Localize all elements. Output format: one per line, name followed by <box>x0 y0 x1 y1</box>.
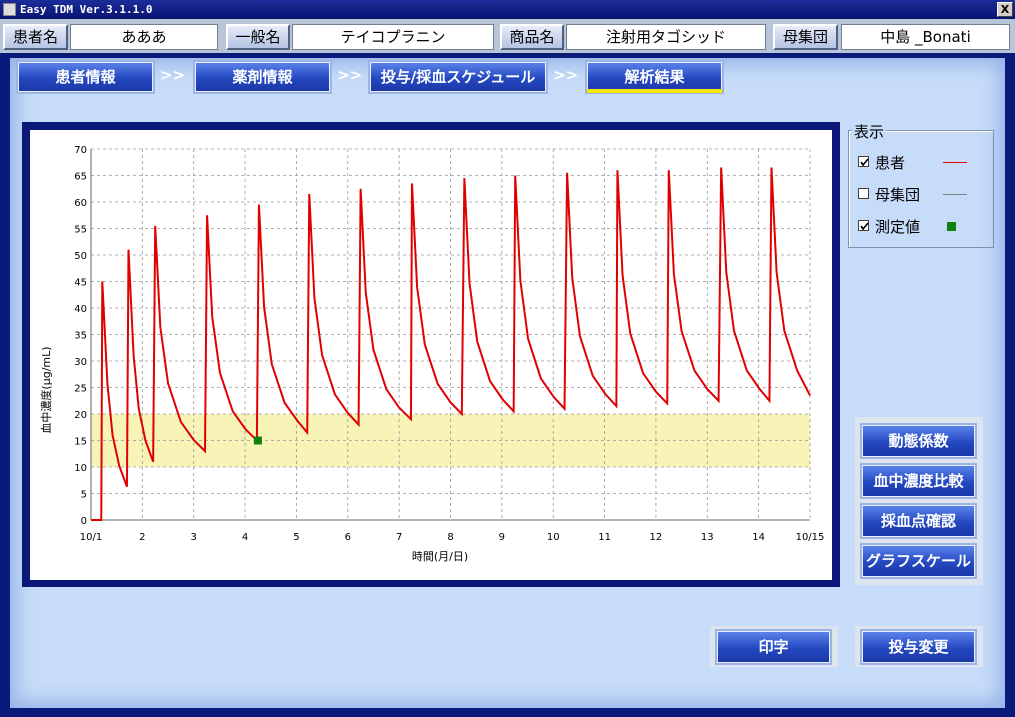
y-tick-label: 40 <box>74 304 87 315</box>
legend-label: 患者 <box>875 154 906 172</box>
x-tick-label: 14 <box>752 532 765 543</box>
check-stroke <box>860 158 869 167</box>
x-tick-label: 2 <box>139 532 145 543</box>
y-tick-label: 60 <box>74 198 87 209</box>
legend-swatch <box>947 222 956 231</box>
chart-background <box>30 130 832 580</box>
check-mark <box>860 158 869 167</box>
tab[interactable]: 投与/採血スケジュール <box>370 62 546 92</box>
tab[interactable]: 患者情報 <box>18 62 153 92</box>
y-tick-label: 25 <box>74 384 87 395</box>
tab-separator: >> <box>160 66 186 84</box>
x-tick-label: 3 <box>191 532 197 543</box>
field-label: 母集団 <box>773 24 838 50</box>
field-value: 中島 _Bonati <box>841 24 1010 50</box>
legend-swatch <box>943 162 967 163</box>
tab-separator: >> <box>337 66 363 84</box>
x-tick-label: 4 <box>242 532 248 543</box>
tab[interactable]: 薬剤情報 <box>195 62 330 92</box>
x-tick-label: 11 <box>598 532 611 543</box>
field-label: 商品名 <box>500 24 564 50</box>
app-icon <box>3 3 16 16</box>
data-line <box>91 167 811 521</box>
y-tick-label: 30 <box>74 357 87 368</box>
y-tick-label: 70 <box>74 145 87 156</box>
field-value: 注射用タゴシッド <box>566 24 766 50</box>
legend-label: 母集団 <box>875 186 921 204</box>
checkbox[interactable] <box>858 220 869 231</box>
check-stroke <box>860 222 869 231</box>
title-bar: Easy TDM Ver.3.1.1.0 <box>0 0 1015 19</box>
y-axis-label: 血中濃度(μg/mL) <box>39 346 53 433</box>
x-tick-label: 12 <box>650 532 663 543</box>
button[interactable]: 投与変更 <box>862 631 975 663</box>
x-tick-label: 5 <box>293 532 299 543</box>
display-panel-title: 表示 <box>852 121 887 142</box>
field-label: 一般名 <box>226 24 290 50</box>
x-tick-label: 13 <box>701 532 714 543</box>
y-tick-label: 50 <box>74 251 87 262</box>
x-tick-label: 10/15 <box>796 532 825 543</box>
button[interactable]: 動態係数 <box>862 425 975 457</box>
checkbox[interactable] <box>858 156 869 167</box>
y-tick-label: 65 <box>74 172 87 183</box>
tab-separator: >> <box>553 66 579 84</box>
display-panel <box>848 130 994 248</box>
checkbox[interactable] <box>858 188 869 199</box>
button[interactable]: 血中濃度比較 <box>862 465 975 497</box>
y-tick-label: 15 <box>74 437 87 448</box>
target-band <box>91 414 810 467</box>
chart: 時間(月/日) 血中濃度(μg/mL) 05101520253035404550… <box>30 130 832 580</box>
x-tick-label: 6 <box>345 532 351 543</box>
y-tick-label: 0 <box>81 516 87 527</box>
y-tick-label: 5 <box>81 490 87 501</box>
field-value: あああ <box>70 24 218 50</box>
field-value: テイコプラニン <box>292 24 494 50</box>
button[interactable]: グラフスケール <box>862 545 975 577</box>
tab[interactable]: 解析結果 <box>587 62 722 92</box>
x-tick-label: 9 <box>499 532 505 543</box>
active-tab-indicator <box>587 89 722 93</box>
field-label: 患者名 <box>3 24 68 50</box>
legend-label: 測定値 <box>875 218 921 236</box>
x-tick-label: 7 <box>396 532 402 543</box>
x-tick-label: 8 <box>447 532 453 543</box>
y-tick-label: 20 <box>74 410 87 421</box>
x-tick-label: 10 <box>547 532 560 543</box>
x-tick-label: 10/1 <box>80 532 102 543</box>
y-tick-label: 55 <box>74 225 87 236</box>
close-button[interactable]: X <box>997 2 1013 17</box>
check-mark <box>860 222 869 231</box>
y-tick-label: 35 <box>74 331 87 342</box>
button[interactable]: 印字 <box>717 631 830 663</box>
x-axis-label: 時間(月/日) <box>412 550 468 563</box>
y-tick-label: 45 <box>74 278 87 289</box>
legend-swatch <box>943 194 967 195</box>
button[interactable]: 採血点確認 <box>862 505 975 537</box>
y-tick-label: 10 <box>74 463 87 474</box>
data-point <box>253 436 262 445</box>
